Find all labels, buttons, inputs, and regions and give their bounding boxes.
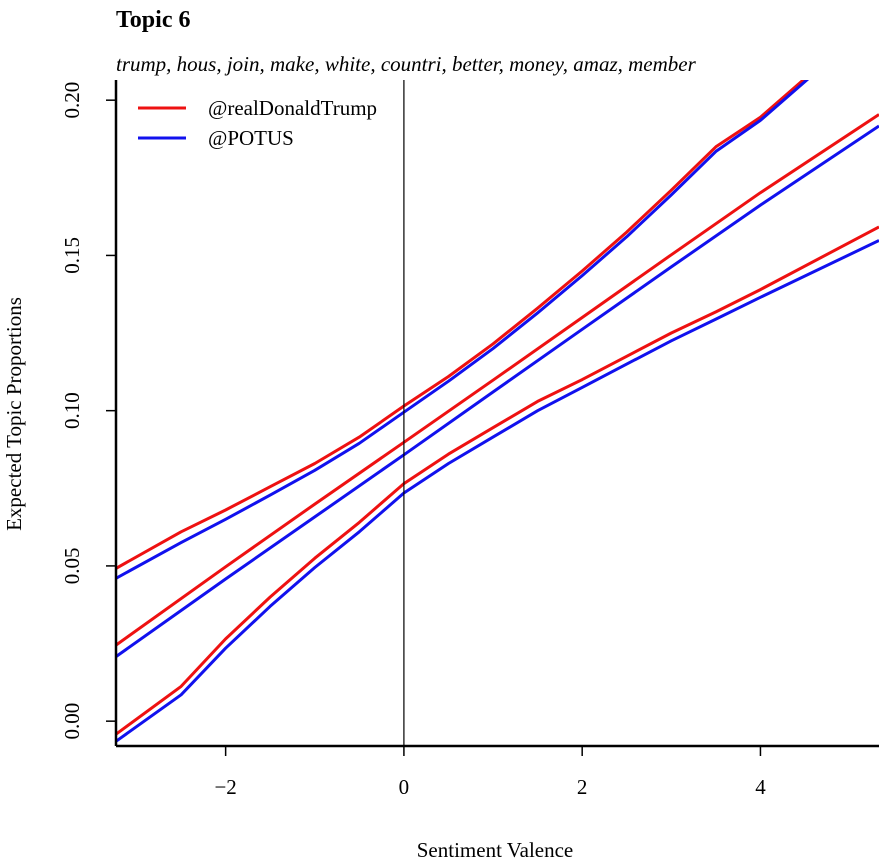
axes: −2 0 2 4 0.00 0.05 0.10 0.15 0.20 (60, 80, 879, 799)
legend: @realDonaldTrump @POTUS (138, 96, 377, 150)
series-1-lower-line (116, 239, 879, 743)
chart-subtitle: trump, hous, join, make, white, countri,… (116, 52, 697, 76)
x-tick-label: −2 (214, 775, 236, 799)
series-0-estimate-line (116, 113, 879, 647)
x-tick-label: 4 (755, 775, 766, 799)
series-lines (116, 80, 879, 743)
legend-label: @POTUS (208, 126, 294, 150)
x-axis-label: Sentiment Valence (417, 838, 574, 862)
y-tick-label: 0.00 (60, 703, 84, 740)
y-tick-label: 0.15 (60, 237, 84, 274)
series-0-upper-line (116, 80, 806, 570)
legend-label: @realDonaldTrump (208, 96, 377, 120)
y-tick-label: 0.20 (60, 82, 84, 119)
x-tick-label: 0 (399, 775, 410, 799)
y-tick-label: 0.10 (60, 392, 84, 429)
y-tick-label: 0.05 (60, 548, 84, 585)
chart-title: Topic 6 (116, 7, 190, 33)
y-axis-label: Expected Topic Proportions (2, 297, 26, 531)
x-tick-label: 2 (577, 775, 588, 799)
series-1-estimate-line (116, 124, 879, 658)
series-0-lower-line (116, 225, 879, 736)
series-1-upper-line (116, 80, 810, 580)
